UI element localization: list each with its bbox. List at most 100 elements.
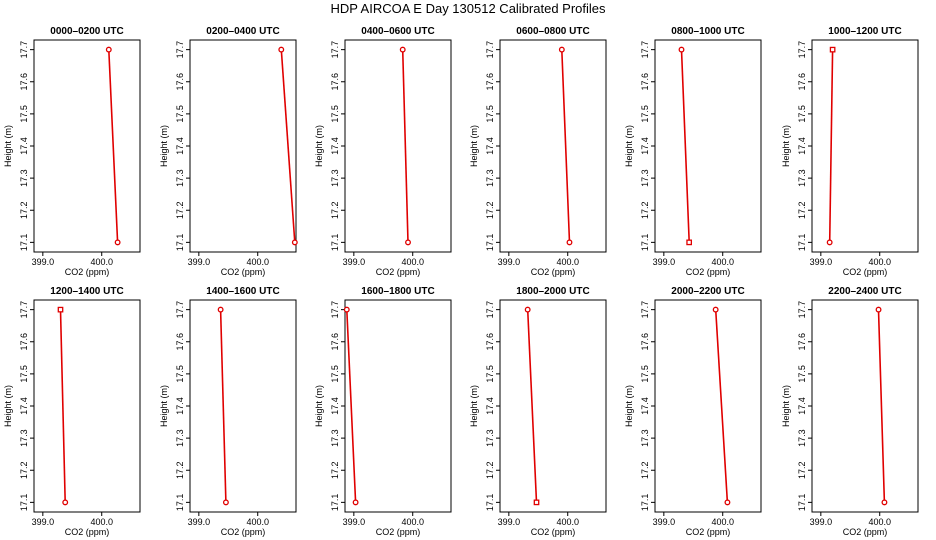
y-axis-label: Height (m) bbox=[159, 125, 169, 167]
x-tick-label: 399.0 bbox=[188, 257, 211, 267]
y-tick-label: 17.6 bbox=[640, 73, 650, 91]
y-tick-label: 17.6 bbox=[797, 333, 807, 351]
x-tick-label: 400.0 bbox=[556, 257, 579, 267]
data-point bbox=[105, 46, 112, 53]
y-tick-label: 17.6 bbox=[485, 333, 495, 351]
y-tick-label: 17.2 bbox=[330, 461, 340, 479]
y-tick-label: 17.3 bbox=[175, 429, 185, 447]
panel-5: 1000–1200 UTC 399.0 400.0 17.1 17.2 17.3 17.4 1… bbox=[781, 26, 919, 277]
x-tick-label: 399.0 bbox=[32, 517, 55, 527]
y-axis-label: Height (m) bbox=[781, 385, 791, 427]
y-tick-label: 17.6 bbox=[330, 333, 340, 351]
x-axis-label: CO2 (ppm) bbox=[686, 267, 731, 277]
x-axis-label: CO2 (ppm) bbox=[531, 267, 576, 277]
panel-title: 0600–0800 UTC bbox=[516, 26, 589, 37]
y-tick-label: 17.7 bbox=[175, 301, 185, 319]
y-tick-label: 17.4 bbox=[330, 397, 340, 415]
data-point bbox=[217, 306, 224, 313]
y-tick-label: 17.1 bbox=[485, 234, 495, 252]
y-tick-label: 17.7 bbox=[19, 41, 29, 59]
x-tick-label: 400.0 bbox=[246, 257, 269, 267]
panel-title: 0000–0200 UTC bbox=[50, 26, 123, 37]
x-tick-label: 399.0 bbox=[188, 517, 211, 527]
data-point bbox=[343, 306, 350, 313]
data-point bbox=[352, 499, 359, 506]
y-tick-label: 17.4 bbox=[485, 397, 495, 415]
y-axis-label: Height (m) bbox=[314, 125, 324, 167]
data-point bbox=[533, 499, 540, 506]
x-tick-label: 400.0 bbox=[401, 257, 424, 267]
profile-line bbox=[108, 49, 119, 243]
y-tick-label: 17.3 bbox=[19, 429, 29, 447]
panel-title: 0400–0600 UTC bbox=[361, 26, 434, 37]
y-tick-label: 17.7 bbox=[640, 41, 650, 59]
y-tick-label: 17.7 bbox=[640, 301, 650, 319]
plot-frame bbox=[499, 299, 607, 513]
x-axis-label: CO2 (ppm) bbox=[686, 527, 731, 537]
y-tick-label: 17.5 bbox=[485, 105, 495, 123]
panel-10: 2000–2200 UTC 399.0 400.0 17.1 17.2 17.3 17.4 1… bbox=[624, 286, 762, 537]
panel-title: 1600–1800 UTC bbox=[361, 286, 434, 297]
x-axis-label: CO2 (ppm) bbox=[221, 267, 266, 277]
data-point bbox=[278, 46, 285, 53]
y-tick-label: 17.2 bbox=[175, 461, 185, 479]
y-tick-label: 17.2 bbox=[797, 201, 807, 219]
y-tick-label: 17.4 bbox=[485, 137, 495, 155]
data-point bbox=[678, 46, 685, 53]
y-tick-label: 17.1 bbox=[797, 494, 807, 512]
data-point bbox=[291, 239, 298, 246]
data-point bbox=[57, 306, 64, 313]
y-axis-label: Height (m) bbox=[624, 125, 634, 167]
y-tick-label: 17.1 bbox=[175, 234, 185, 252]
y-axis-label: Height (m) bbox=[3, 385, 13, 427]
y-tick-label: 17.4 bbox=[175, 137, 185, 155]
y-tick-label: 17.7 bbox=[330, 41, 340, 59]
y-tick-label: 17.4 bbox=[640, 137, 650, 155]
x-tick-label: 400.0 bbox=[246, 517, 269, 527]
profile-line bbox=[714, 309, 729, 503]
x-axis-label: CO2 (ppm) bbox=[65, 267, 110, 277]
panel-title: 0200–0400 UTC bbox=[206, 26, 279, 37]
y-tick-label: 17.6 bbox=[175, 73, 185, 91]
data-point bbox=[566, 239, 573, 246]
y-tick-label: 17.4 bbox=[640, 397, 650, 415]
y-tick-label: 17.1 bbox=[19, 234, 29, 252]
y-tick-label: 17.3 bbox=[330, 429, 340, 447]
y-axis-label: Height (m) bbox=[159, 385, 169, 427]
y-tick-label: 17.1 bbox=[797, 234, 807, 252]
y-tick-label: 17.5 bbox=[640, 105, 650, 123]
x-tick-label: 400.0 bbox=[556, 517, 579, 527]
panel-title: 1400–1600 UTC bbox=[206, 286, 279, 297]
data-point bbox=[826, 239, 833, 246]
data-point bbox=[875, 306, 882, 313]
y-tick-label: 17.7 bbox=[19, 301, 29, 319]
y-tick-label: 17.3 bbox=[485, 169, 495, 187]
y-tick-label: 17.6 bbox=[175, 333, 185, 351]
y-axis-label: Height (m) bbox=[3, 125, 13, 167]
data-point bbox=[829, 46, 836, 53]
y-tick-label: 17.7 bbox=[797, 301, 807, 319]
x-axis-label: CO2 (ppm) bbox=[843, 267, 888, 277]
x-tick-label: 400.0 bbox=[401, 517, 424, 527]
y-tick-label: 17.3 bbox=[640, 169, 650, 187]
y-tick-label: 17.4 bbox=[797, 397, 807, 415]
profile-line bbox=[346, 309, 357, 503]
y-axis-label: Height (m) bbox=[469, 125, 479, 167]
panel-4: 0800–1000 UTC 399.0 400.0 17.1 17.2 17.3 17.4 1… bbox=[624, 26, 762, 277]
y-tick-label: 17.5 bbox=[175, 365, 185, 383]
x-tick-label: 399.0 bbox=[653, 257, 676, 267]
y-tick-label: 17.4 bbox=[19, 397, 29, 415]
y-tick-label: 17.7 bbox=[485, 301, 495, 319]
panel-title: 0800–1000 UTC bbox=[671, 26, 744, 37]
x-tick-label: 400.0 bbox=[868, 257, 891, 267]
data-point bbox=[524, 306, 531, 313]
y-tick-label: 17.2 bbox=[640, 461, 650, 479]
panel-7: 1400–1600 UTC 399.0 400.0 17.1 17.2 17.3 17.4 1… bbox=[159, 286, 297, 537]
y-tick-label: 17.1 bbox=[175, 494, 185, 512]
profile-line bbox=[526, 309, 538, 503]
y-tick-label: 17.3 bbox=[640, 429, 650, 447]
y-tick-label: 17.1 bbox=[640, 494, 650, 512]
y-tick-label: 17.5 bbox=[640, 365, 650, 383]
y-tick-label: 17.6 bbox=[485, 73, 495, 91]
y-axis-label: Height (m) bbox=[469, 385, 479, 427]
